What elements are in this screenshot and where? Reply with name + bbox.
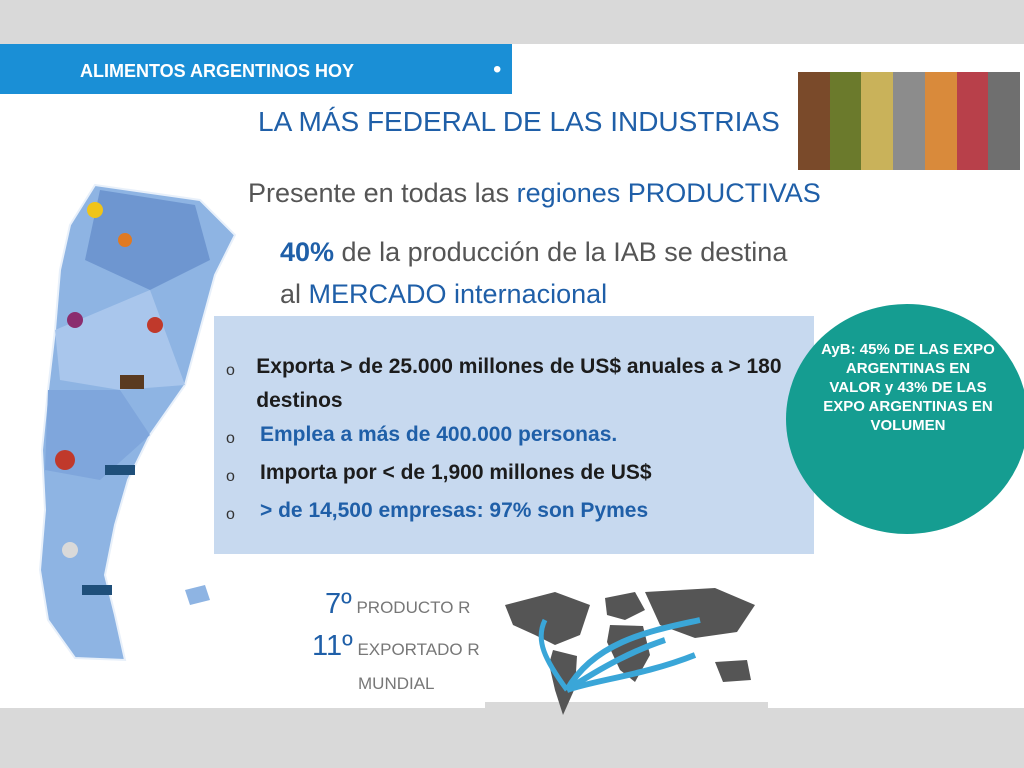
bullet-text: > de 14,500 empresas: 97% son Pymes: [260, 499, 649, 522]
ship-icon: [105, 465, 135, 475]
producer-rank-number: 7º: [325, 588, 352, 620]
export-text-1: de la producción de la IAB se destina: [334, 237, 788, 267]
exporter-rank-number: 11º: [312, 630, 353, 662]
page-title: LA MÁS FEDERAL DE LAS INDUSTRIAS: [258, 106, 780, 137]
bullet-text: Emplea a más de 400.000 personas.: [260, 423, 618, 446]
regions-line: Presente en todas las regiones PRODUCTIV…: [248, 178, 821, 209]
header-dot-icon: •: [493, 56, 502, 83]
top-grey-band: [0, 0, 1024, 44]
producer-rank: 7º PRODUCTO R: [325, 588, 470, 621]
producer-rank-label: PRODUCTO R: [356, 598, 471, 617]
food-icon: [118, 233, 132, 247]
bullet-item: o > de 14,500 empresas: 97% son Pymes: [226, 494, 806, 532]
header-band: [0, 44, 512, 94]
export-text-2-prefix: al: [280, 279, 309, 309]
food-icon: [147, 317, 163, 333]
sheep-icon: [62, 542, 78, 558]
bullet-mark: o: [226, 468, 235, 485]
header-label: ALIMENTOS ARGENTINOS HOY: [80, 61, 355, 81]
bullet-text: Importa por < de 1,900 millones de US$: [260, 461, 652, 484]
regions-prefix: Presente en todas las: [248, 178, 517, 208]
cattle-icon: [120, 375, 144, 389]
stats-box: [214, 316, 814, 554]
callout-text: AyB: 45% DE LAS EXPO ARGENTINAS EN VALOR…: [821, 341, 995, 434]
exporter-rank-label: EXPORTADO R: [357, 640, 480, 659]
world-map-icon: [485, 588, 768, 728]
bullet-mark: o: [226, 362, 235, 379]
bullet-item: o Exporta > de 25.000 millones de US$ an…: [226, 350, 806, 418]
bullet-mark: o: [226, 430, 235, 447]
export-share-text: 40% de la producción de la IAB se destin…: [280, 231, 880, 315]
food-photo-strip: [798, 72, 1021, 170]
islands-shape: [185, 585, 210, 605]
bullet-item: o Emplea a más de 400.000 personas.: [226, 418, 806, 456]
food-icon: [67, 312, 83, 328]
ship-icon: [82, 585, 112, 595]
food-icon: [87, 202, 103, 218]
bullet-list: o Exporta > de 25.000 millones de US$ an…: [226, 350, 806, 532]
export-text-2-highlight: MERCADO internacional: [308, 279, 608, 309]
callout-circle: [786, 304, 1024, 534]
bullet-mark: o: [226, 506, 235, 523]
export-percent: 40%: [280, 237, 335, 267]
food-icon: [55, 450, 75, 470]
exporter-rank: 11º EXPORTADO R: [312, 630, 480, 663]
bullet-text: Exporta > de 25.000 millones de US$ anua…: [256, 355, 782, 412]
world-label: MUNDIAL: [358, 674, 435, 693]
argentina-map-icon: [38, 183, 237, 662]
bullet-item: o Importa por < de 1,900 millones de US$: [226, 456, 806, 494]
regions-highlight: regiones PRODUCTIVAS: [516, 178, 821, 208]
